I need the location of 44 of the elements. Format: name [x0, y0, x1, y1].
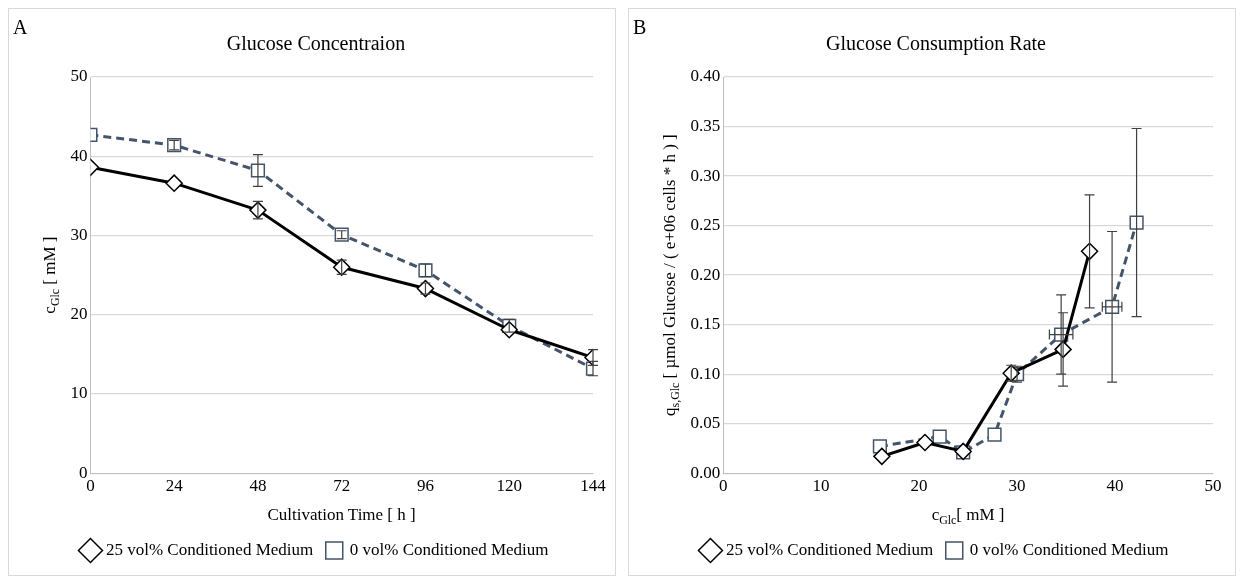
y-tick-label: 40 — [70, 145, 88, 165]
y-tick-label: 50 — [70, 66, 88, 86]
y-tick-label: 0.35 — [690, 115, 721, 135]
y-tick-label: 0.10 — [690, 363, 721, 383]
x-tick-label: 30 — [1008, 475, 1026, 495]
point — [873, 447, 891, 466]
y-tick-label: 0.15 — [690, 314, 721, 334]
x-axis-title: Cultivation Time [ h ] — [267, 505, 416, 525]
point — [332, 258, 351, 276]
text: A — [13, 16, 28, 39]
x-tick-label: 50 — [1204, 475, 1222, 495]
chart-title: Glucose Concentraion — [226, 32, 406, 55]
y-axis-title: cGlc [ mM ] — [40, 236, 63, 314]
y-tick-label: 0.40 — [690, 66, 721, 86]
y-axis-title: qs,Glc [ µmol Glucose / ( e+06 cells * h ) ] — [660, 134, 683, 416]
point — [987, 427, 1002, 442]
y-tick-label: 0.00 — [690, 462, 721, 482]
legend-label: 0 vol% Conditioned Medium — [349, 539, 549, 559]
x-tick-label: 96 — [416, 475, 434, 495]
x-tick-label: 10 — [812, 475, 830, 495]
y-tick-label: 20 — [70, 304, 88, 324]
point — [916, 433, 934, 452]
point — [1129, 215, 1144, 230]
y-tick-label: 0.20 — [690, 264, 721, 284]
legend-label: 25 vol% Conditioned Medium — [725, 539, 934, 559]
y-tick-label: 0 — [78, 462, 88, 482]
y-tick-label: 30 — [70, 224, 88, 244]
x-tick-label: 120 — [496, 475, 522, 495]
text: B — [633, 16, 647, 39]
chart-title: Glucose Consumption Rate — [826, 32, 1047, 56]
point — [165, 174, 183, 192]
y-tick-label: 0.05 — [690, 413, 721, 433]
x-tick-label: 72 — [333, 475, 351, 495]
y-tick-label: 0.25 — [690, 215, 721, 235]
x-tick-label: 20 — [910, 475, 928, 495]
x-tick-label: 144 — [580, 475, 607, 495]
x-tick-label: 40 — [1106, 475, 1124, 495]
x-tick-label: 48 — [249, 475, 267, 495]
y-tick-label: 10 — [70, 383, 88, 403]
legend-label: 25 vol% Conditioned Medium — [105, 539, 314, 559]
x-tick-label: 24 — [165, 475, 184, 495]
legend-label: 0 vol% Conditioned Medium — [969, 539, 1169, 559]
point — [932, 429, 947, 444]
y-tick-label: 0.30 — [690, 165, 721, 185]
